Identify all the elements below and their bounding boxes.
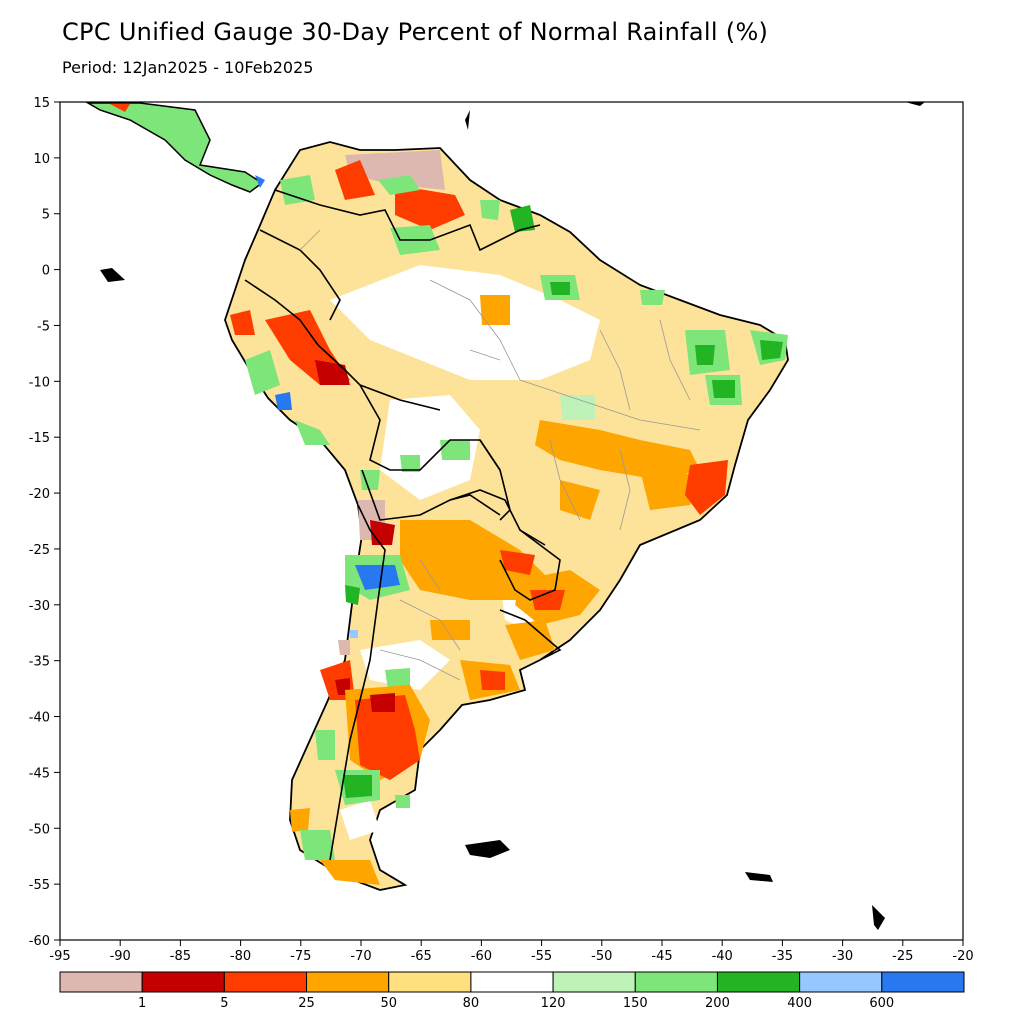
legend-label: 25 — [298, 996, 315, 1011]
x-tick-label: -65 — [411, 949, 432, 964]
x-tick-label: -70 — [350, 949, 371, 964]
central-america-dry-patch — [110, 104, 130, 112]
y-tick-label: -55 — [29, 878, 50, 893]
legend-label: 120 — [541, 996, 566, 1011]
y-tick-label: 0 — [42, 264, 50, 279]
legend-label: 50 — [380, 996, 397, 1011]
legend-label: 5 — [220, 996, 228, 1011]
y-tick-label: 15 — [33, 96, 50, 111]
legend-swatch — [388, 971, 472, 993]
islands — [100, 102, 925, 930]
central-america — [85, 102, 264, 193]
legend-swatch — [59, 971, 143, 993]
central-america-wet-patch — [255, 175, 265, 188]
legend-swatch — [716, 971, 801, 993]
legend-swatch — [552, 971, 636, 993]
x-tick-label: -85 — [170, 949, 191, 964]
y-tick-label: 10 — [33, 152, 50, 167]
x-tick-label: -40 — [712, 949, 733, 964]
legend-label: 150 — [623, 996, 648, 1011]
y-tick-label: -10 — [29, 375, 50, 390]
legend-swatch — [470, 971, 554, 993]
y-tick-label: -30 — [29, 599, 50, 614]
x-tick-label: -20 — [952, 949, 973, 964]
south-america-land — [224, 141, 789, 891]
y-tick-label: -60 — [29, 934, 50, 949]
x-tick-label: -45 — [651, 949, 672, 964]
color-legend: 1 5 25 50 80 120 150 200 400 600 — [59, 971, 965, 1011]
y-tick-label: -20 — [29, 487, 50, 502]
y-tick-label: 5 — [42, 208, 50, 223]
x-axis: -95 -90 -85 -80 -75 -70 -65 -60 -55 -50 -45 -40 -35 -… — [49, 940, 974, 964]
y-tick-label: -45 — [29, 766, 50, 781]
legend-swatch — [141, 971, 225, 993]
y-axis: 15 10 5 0 -5 -10 -15 -20 -25 -30 -35 -40 -45 -50 -55 -6… — [29, 96, 60, 949]
legend-swatch — [223, 971, 308, 993]
rainfall-patches — [230, 150, 788, 885]
x-tick-label: -35 — [772, 949, 793, 964]
y-tick-label: -5 — [37, 319, 50, 334]
legend-swatch — [634, 971, 718, 993]
y-tick-label: -15 — [29, 431, 50, 446]
map-content — [85, 102, 925, 930]
x-tick-label: -60 — [471, 949, 492, 964]
x-tick-label: -50 — [591, 949, 612, 964]
legend-swatch — [799, 971, 883, 993]
state-borders — [299, 229, 701, 681]
y-tick-label: -50 — [29, 822, 50, 837]
legend-swatch — [881, 971, 965, 993]
chart-title: CPC Unified Gauge 30-Day Percent of Norm… — [62, 18, 769, 46]
y-tick-label: -25 — [29, 543, 50, 558]
legend-label: 200 — [705, 996, 730, 1011]
x-tick-label: -95 — [49, 949, 70, 964]
legend-swatch — [306, 971, 390, 993]
x-tick-label: -80 — [230, 949, 251, 964]
legend-label: 600 — [869, 996, 894, 1011]
x-tick-label: -90 — [110, 949, 131, 964]
x-tick-label: -55 — [531, 949, 552, 964]
period-subtitle: Period: 12Jan2025 - 10Feb2025 — [62, 58, 314, 77]
x-tick-label: -75 — [290, 949, 311, 964]
legend-label: 80 — [463, 996, 480, 1011]
x-tick-label: -25 — [892, 949, 913, 964]
map-frame — [59, 101, 964, 941]
y-tick-label: -35 — [29, 655, 50, 670]
legend-label: 400 — [787, 996, 812, 1011]
y-tick-label: -40 — [29, 711, 50, 726]
country-borders — [244, 189, 562, 861]
legend-label: 1 — [138, 996, 146, 1011]
x-tick-label: -30 — [832, 949, 853, 964]
